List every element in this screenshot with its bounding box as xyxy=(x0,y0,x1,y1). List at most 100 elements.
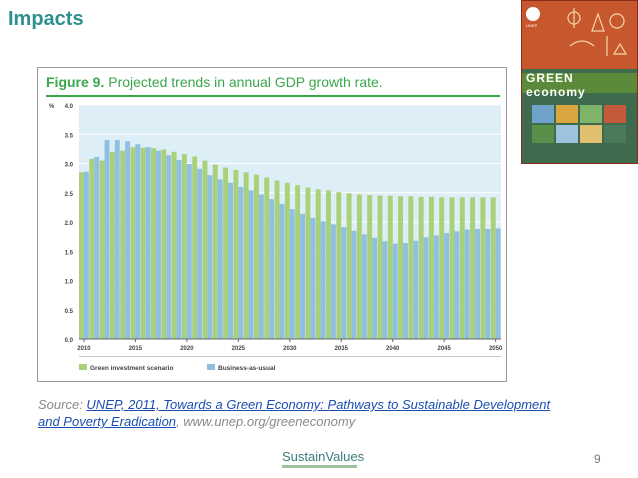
bar-business-as-usual xyxy=(454,231,460,339)
source-prefix: Source: xyxy=(38,397,87,412)
bar-business-as-usual xyxy=(300,213,306,339)
figure-caption: Projected trends in annual GDP growth ra… xyxy=(108,74,383,90)
bar-business-as-usual xyxy=(279,203,285,339)
x-tick-label: 2010 xyxy=(77,346,91,352)
bar-business-as-usual xyxy=(382,241,388,339)
cover-photo-grid-icon xyxy=(532,105,626,143)
bar-green-investment xyxy=(367,195,373,339)
bar-green-investment xyxy=(181,154,187,339)
bar-business-as-usual xyxy=(186,164,192,339)
cover-title: GREEN economy xyxy=(526,71,586,99)
bar-green-investment xyxy=(470,197,476,339)
bar-green-investment xyxy=(346,193,352,339)
bar-green-investment xyxy=(99,160,105,339)
gdp-growth-chart: 0.0 0.5 1.0 1.5 2.0 2.5 3.0 3.5 4.0% 2010 2015 2020… xyxy=(49,104,503,372)
bar-business-as-usual xyxy=(104,140,110,339)
page-number: 9 xyxy=(594,452,601,466)
legend-divider xyxy=(79,356,501,357)
bar-green-investment xyxy=(315,189,321,339)
y-tick-label: 2.5 xyxy=(65,192,74,198)
x-tick-label: 2030 xyxy=(283,346,297,352)
logo-tagline-bar xyxy=(282,465,357,468)
bar-business-as-usual xyxy=(289,209,295,339)
eco-icons-icon xyxy=(567,8,628,56)
bar-green-investment xyxy=(449,197,455,339)
bar-business-as-usual xyxy=(464,229,470,339)
bar-business-as-usual xyxy=(392,243,398,339)
bar-business-as-usual xyxy=(403,243,408,339)
source-link[interactable]: UNEP, 2011, Towards a Green Economy: Pat… xyxy=(38,397,550,429)
bar-business-as-usual xyxy=(217,179,223,339)
bar-business-as-usual xyxy=(485,229,491,339)
bar-green-investment xyxy=(120,150,126,339)
y-tick-label: 4.0 xyxy=(65,104,74,110)
bar-green-investment xyxy=(79,172,84,339)
figure-panel: Figure 9. Projected trends in annual GDP… xyxy=(37,67,507,382)
bar-green-investment xyxy=(192,156,198,339)
x-tick-label: 2040 xyxy=(386,346,400,352)
cover-logo-label: UNEP xyxy=(526,23,538,28)
bar-green-investment xyxy=(418,196,424,339)
figure-label: Figure 9. xyxy=(46,74,105,90)
cover-top-panel xyxy=(522,1,637,69)
bar-green-investment xyxy=(171,151,177,339)
source-link-text-1: UNEP, 2011, Towards a Green Economy: Pat… xyxy=(86,397,551,412)
y-tick-label: 0.5 xyxy=(65,309,74,315)
bar-business-as-usual xyxy=(83,171,89,339)
legend-swatch xyxy=(207,364,215,370)
legend-swatch xyxy=(79,364,87,370)
source-citation: Source: UNEP, 2011, Towards a Green Econ… xyxy=(38,396,608,430)
x-tick-label: 2050 xyxy=(489,346,503,352)
bar-business-as-usual xyxy=(444,233,450,339)
bar-business-as-usual xyxy=(320,221,326,339)
bar-green-investment xyxy=(89,158,95,339)
figure-title: Figure 9. Projected trends in annual GDP… xyxy=(46,74,383,90)
bar-green-investment xyxy=(336,192,342,339)
slide-title: Impacts xyxy=(8,8,84,30)
y-tick-label: 3.5 xyxy=(65,133,74,139)
bar-business-as-usual xyxy=(145,147,151,339)
bar-business-as-usual xyxy=(433,235,439,339)
bar-business-as-usual xyxy=(155,150,161,339)
bar-green-investment xyxy=(140,147,146,339)
bar-green-investment xyxy=(490,197,496,339)
bar-green-investment xyxy=(109,151,115,339)
bar-business-as-usual xyxy=(228,182,233,339)
legend-label: Green investment scenario xyxy=(90,365,173,372)
x-tick-label: 2020 xyxy=(180,346,194,352)
bar-green-investment xyxy=(356,194,362,339)
bar-business-as-usual xyxy=(238,186,244,339)
bar-green-investment xyxy=(428,196,434,339)
bar-green-investment xyxy=(161,149,167,339)
source-suffix: , www.unep.org/greeneconomy xyxy=(176,414,356,429)
bar-business-as-usual xyxy=(197,168,203,339)
bar-business-as-usual xyxy=(330,224,336,339)
bar-business-as-usual xyxy=(135,144,141,339)
bar-green-investment xyxy=(253,174,259,339)
cover-title-band xyxy=(522,73,637,93)
bar-green-investment xyxy=(151,148,156,339)
bar-business-as-usual xyxy=(372,237,378,339)
bar-green-investment xyxy=(223,167,229,339)
bar-business-as-usual xyxy=(310,217,316,339)
bar-green-investment xyxy=(459,197,465,339)
y-tick-label: 3.0 xyxy=(65,163,74,169)
x-tick-label: 2015 xyxy=(129,346,143,352)
bar-green-investment xyxy=(202,160,208,339)
bar-green-investment xyxy=(274,180,280,339)
bar-green-investment xyxy=(387,195,393,339)
y-tick-label: 2.0 xyxy=(65,221,74,227)
bar-green-investment xyxy=(398,196,404,339)
bar-business-as-usual xyxy=(258,194,264,339)
bar-business-as-usual xyxy=(269,199,275,339)
x-tick-label: 2035 xyxy=(335,346,349,352)
sustainvalues-logo: SustainValues xyxy=(282,449,365,464)
unep-logo-icon xyxy=(526,7,540,21)
bar-business-as-usual xyxy=(166,155,172,339)
bar-green-investment xyxy=(326,190,331,339)
legend-label: Business-as-usual xyxy=(218,365,276,372)
y-tick-label: 1.5 xyxy=(65,250,74,256)
bar-business-as-usual xyxy=(94,157,100,339)
bar-green-investment xyxy=(243,172,249,339)
y-tick-label: 0.0 xyxy=(65,338,74,344)
